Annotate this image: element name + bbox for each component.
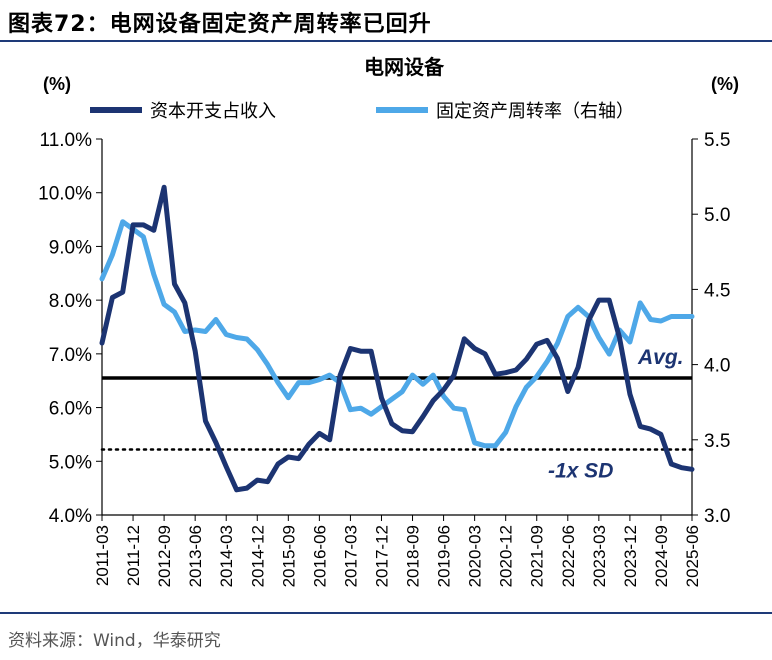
left-tick-label: 11.0% [40, 130, 93, 151]
right-axis-unit: (%) [711, 74, 739, 94]
left-tick-label: 6.0% [49, 399, 92, 420]
reference-lines [100, 376, 694, 451]
right-tick-label: 5.5 [704, 130, 730, 151]
avg-label: Avg. [637, 346, 684, 369]
reference-labels: Avg. -1x SD [548, 346, 684, 482]
figure-header: 图表72：电网设备固定资产周转率已回升 [0, 0, 772, 42]
asset-turnover-line [99, 219, 695, 449]
x-tick-label: 2021-09 [528, 525, 547, 587]
data-series [99, 184, 695, 493]
x-tick-label: 2011-12 [124, 525, 143, 586]
x-tick-label: 2019-06 [435, 525, 454, 587]
left-tick-label: 10.0% [38, 184, 92, 205]
axes: 4.0% 5.0% 6.0% 7.0% 8.0% 9.0% 10.0% 11.0% 3.0 3.5… [38, 130, 730, 587]
right-tick-label: 4.0 [704, 356, 730, 377]
figure-label: 图表72： [8, 12, 110, 37]
figure-heading: 电网设备固定资产周转率已回升 [109, 12, 432, 37]
x-tick-label: 2014-12 [248, 525, 267, 587]
x-tick-label: 2022-06 [559, 525, 578, 587]
x-tick-label: 2012-09 [155, 525, 174, 587]
left-tick-label: 8.0% [49, 291, 92, 312]
right-tick-label: 4.5 [704, 280, 730, 301]
x-tick-label: 2016-06 [310, 525, 329, 587]
x-tick-label: 2024-09 [652, 525, 671, 587]
legend-label-capex: 资本开支占收入 [150, 101, 276, 121]
footer-rule [0, 612, 772, 614]
left-tick-label: 9.0% [49, 237, 92, 258]
legend-label-turnover: 固定资产周转率（右轴） [436, 101, 634, 121]
x-tick-label: 2023-12 [621, 525, 640, 587]
x-tick-label: 2013-06 [186, 525, 205, 587]
line-chart: 电网设备 (%) (%) 资本开支占收入 固定资产周转率（右轴） 4.0% 5.0… [38, 55, 739, 587]
sd-label: -1x SD [548, 459, 613, 482]
x-tick-label: 2018-09 [404, 525, 423, 587]
left-tick-label: 5.0% [49, 452, 92, 473]
right-tick-label: 3.5 [704, 431, 730, 452]
source-note: 资料来源：Wind，华泰研究 [8, 631, 221, 651]
figure-title: 图表72：电网设备固定资产周转率已回升 [8, 6, 432, 38]
header-rule [0, 40, 772, 42]
figure-footer: 资料来源：Wind，华泰研究 [0, 612, 772, 660]
x-tick-label: 2023-03 [590, 525, 609, 587]
x-tick-label: 2017-03 [341, 525, 360, 587]
x-tick-label: 2017-12 [372, 525, 391, 587]
x-tick-label: 2020-12 [497, 525, 516, 587]
x-tick-label: 2014-03 [217, 525, 236, 587]
x-tick-label: 2020-03 [466, 525, 485, 587]
capex-ratio-line [99, 184, 695, 493]
x-tick-label: 2011-03 [93, 525, 112, 586]
x-tick-label: 2025-06 [683, 525, 702, 587]
legend: 资本开支占收入 固定资产周转率（右轴） [90, 101, 634, 121]
right-tick-label: 3.0 [704, 506, 730, 527]
left-axis-unit: (%) [43, 74, 71, 94]
left-tick-label: 7.0% [49, 345, 92, 366]
chart-title: 电网设备 [364, 55, 445, 79]
left-tick-label: 4.0% [49, 506, 92, 527]
right-tick-label: 5.0 [704, 205, 730, 226]
x-tick-label: 2015-09 [279, 525, 298, 587]
